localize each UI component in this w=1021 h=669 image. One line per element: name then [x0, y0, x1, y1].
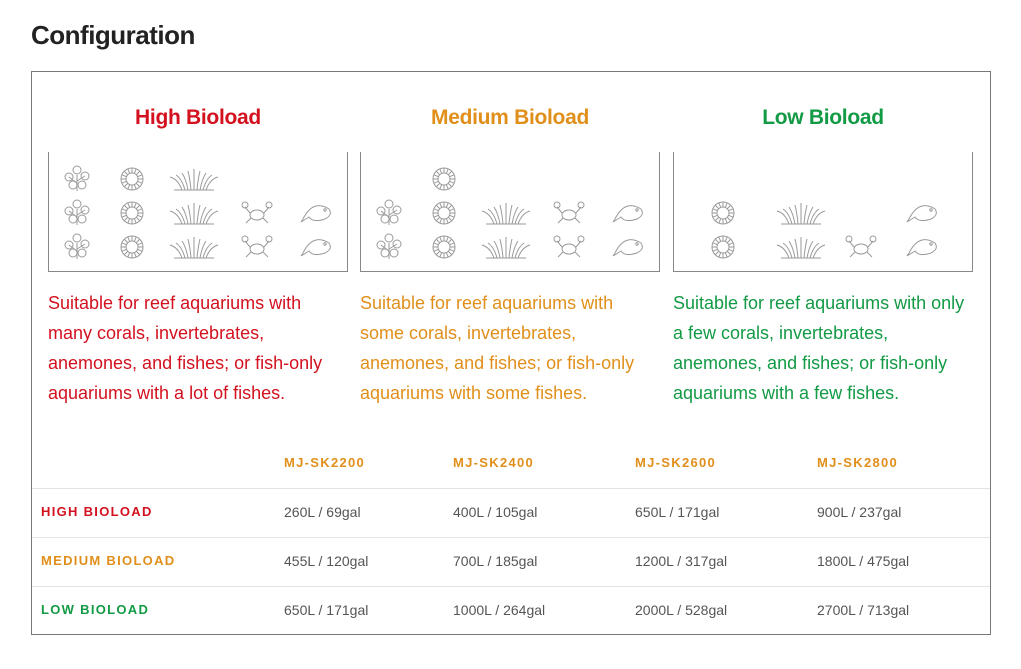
tank-illustration — [48, 152, 348, 272]
bioload-description: Suitable for reef aquariums with only a … — [673, 293, 965, 403]
column-header: MJ-SK2800 — [817, 455, 899, 470]
table-cell: 1000L / 264gal — [453, 602, 546, 618]
table-cell: 700L / 185gal — [453, 553, 538, 569]
row-label: HIGH BIOLOAD — [41, 504, 153, 519]
frame — [31, 71, 991, 635]
tank-illustration — [360, 152, 660, 272]
bioload-title: Medium Bioload — [431, 106, 589, 129]
bioload-title: Low Bioload — [762, 106, 884, 129]
table-cell: 2000L / 528gal — [635, 602, 728, 618]
table-cell: 2700L / 713gal — [817, 602, 910, 618]
row-label: MEDIUM BIOLOAD — [41, 553, 176, 568]
table-cell: 900L / 237gal — [817, 504, 902, 520]
column-header: MJ-SK2200 — [284, 455, 366, 470]
row-label: LOW BIOLOAD — [41, 602, 150, 617]
page-title: Configuration — [31, 20, 195, 50]
tank-illustration — [673, 152, 973, 272]
row-divider — [32, 537, 990, 538]
row-divider — [32, 586, 990, 587]
tank-icons — [376, 167, 643, 259]
bioload-title: High Bioload — [135, 106, 261, 129]
column-header: MJ-SK2600 — [635, 455, 717, 470]
table-cell: 1200L / 317gal — [635, 553, 728, 569]
table-cell: 260L / 69gal — [284, 504, 361, 520]
table-cell: 650L / 171gal — [284, 602, 369, 618]
bioload-description: Suitable for reef aquariums with some co… — [360, 293, 635, 403]
table-cell: 455L / 120gal — [284, 553, 369, 569]
table-cell: 650L / 171gal — [635, 504, 720, 520]
row-divider — [32, 488, 990, 489]
bioload-description: Suitable for reef aquariums with many co… — [48, 293, 323, 403]
tank-icons — [711, 201, 937, 259]
column-header: MJ-SK2400 — [453, 455, 535, 470]
tank-icons — [64, 165, 331, 259]
table-cell: 400L / 105gal — [453, 504, 538, 520]
table-cell: 1800L / 475gal — [817, 553, 910, 569]
